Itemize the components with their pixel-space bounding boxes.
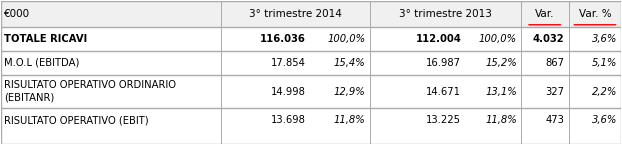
Text: RISULTATO OPERATIVO ORDINARIO
(EBITANR): RISULTATO OPERATIVO ORDINARIO (EBITANR)	[4, 80, 177, 103]
Text: 100,0%: 100,0%	[479, 34, 517, 44]
Bar	[1, 75, 621, 108]
Text: 4.032: 4.032	[532, 34, 564, 44]
Text: Var.: Var.	[535, 9, 554, 19]
Text: 3° trimestre 2014: 3° trimestre 2014	[249, 9, 342, 19]
Text: 12,9%: 12,9%	[334, 87, 366, 97]
Text: 14.671: 14.671	[426, 87, 461, 97]
Text: 13,1%: 13,1%	[485, 87, 517, 97]
Text: 16.987: 16.987	[426, 58, 461, 68]
Text: 13.698: 13.698	[271, 115, 306, 125]
Text: 3,6%: 3,6%	[592, 34, 617, 44]
Text: €000: €000	[4, 9, 30, 19]
Text: 473: 473	[545, 115, 564, 125]
Text: 100,0%: 100,0%	[328, 34, 366, 44]
Text: 15,2%: 15,2%	[485, 58, 517, 68]
Text: 11,8%: 11,8%	[485, 115, 517, 125]
Text: 11,8%: 11,8%	[334, 115, 366, 125]
Text: RISULTATO OPERATIVO (EBIT): RISULTATO OPERATIVO (EBIT)	[4, 115, 149, 125]
Text: 2,2%: 2,2%	[592, 87, 617, 97]
Text: 17.854: 17.854	[271, 58, 306, 68]
Text: 15,4%: 15,4%	[334, 58, 366, 68]
Bar	[1, 51, 621, 75]
Bar	[1, 108, 621, 132]
Text: 116.036: 116.036	[260, 34, 306, 44]
Text: M.O.L (EBITDA): M.O.L (EBITDA)	[4, 58, 80, 68]
Text: 112.004: 112.004	[415, 34, 461, 44]
Text: 14.998: 14.998	[271, 87, 306, 97]
Text: 13.225: 13.225	[426, 115, 461, 125]
Bar	[1, 1, 621, 27]
Text: 327: 327	[545, 87, 564, 97]
Text: 3,6%: 3,6%	[592, 115, 617, 125]
Text: 3° trimestre 2013: 3° trimestre 2013	[399, 9, 492, 19]
Text: Var. %: Var. %	[578, 9, 611, 19]
Text: TOTALE RICAVI: TOTALE RICAVI	[4, 34, 88, 44]
Bar	[1, 27, 621, 51]
Text: 867: 867	[545, 58, 564, 68]
Text: 5,1%: 5,1%	[592, 58, 617, 68]
